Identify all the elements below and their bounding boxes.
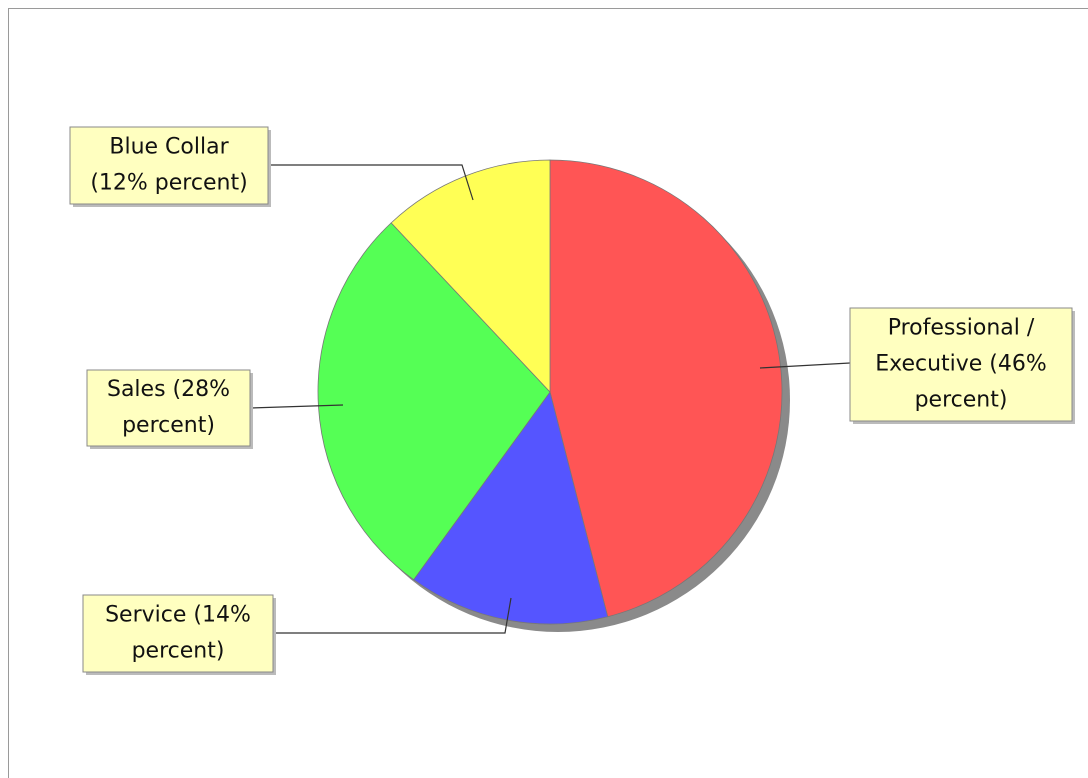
data-label: Professional / Executive (46% percent) — [875, 316, 1047, 413]
data-label: Blue Collar (12% percent) — [90, 135, 247, 196]
pie-slice — [390, 159, 551, 394]
label-box — [82, 594, 274, 673]
pie-slice — [317, 222, 551, 581]
label-connector — [759, 362, 851, 369]
pie-slice — [413, 391, 609, 625]
data-label: Service (14% percent) — [105, 603, 251, 664]
data-label: Sales (28% percent) — [107, 377, 230, 438]
pie-slice — [549, 159, 783, 618]
label-connector — [268, 164, 474, 201]
label-connector — [273, 597, 512, 634]
label-box — [849, 307, 1073, 422]
label-box — [86, 369, 251, 447]
label-connector — [249, 404, 344, 409]
label-box — [69, 126, 269, 205]
